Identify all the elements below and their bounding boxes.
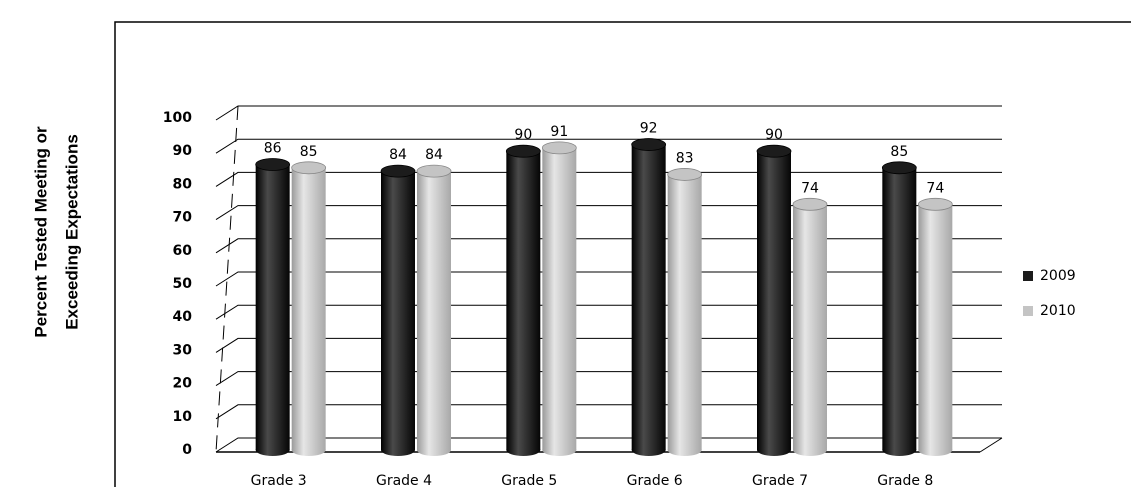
bar-top [881, 161, 917, 175]
value-label: 91 [550, 124, 568, 140]
bar-top [917, 197, 953, 211]
bar-top [756, 144, 792, 158]
bar [757, 151, 791, 450]
bar-base [542, 444, 577, 456]
bar-base [255, 444, 290, 456]
bar-top [667, 168, 703, 181]
grid-line [215, 271, 1002, 287]
bar-top [255, 158, 291, 171]
value-label: 92 [640, 121, 658, 137]
bar [255, 164, 290, 451]
y-axis-label: Percent Tested Meeting or [31, 126, 50, 338]
y-tick-label: 50 [173, 276, 193, 292]
bar-top [416, 164, 452, 178]
bar [918, 204, 953, 450]
grid-line [215, 205, 1002, 221]
bar-base [793, 444, 827, 456]
chart-frame [114, 21, 1131, 487]
x-tick-label: Grade 8 [877, 473, 933, 487]
y-axis-label: Exceeding Expectations [62, 134, 81, 330]
bar-base [417, 444, 451, 456]
bar-top [631, 138, 667, 151]
value-label: 74 [926, 180, 944, 196]
grid-line [215, 105, 1002, 121]
legend-label: 2010 [1040, 303, 1076, 319]
bar-base [506, 444, 541, 456]
bar [882, 167, 917, 451]
grid-line [215, 337, 1002, 353]
bar [667, 174, 702, 450]
legend-swatch [1023, 271, 1033, 281]
bar-top [541, 141, 577, 155]
bar-top [380, 164, 416, 178]
x-tick-label: Grade 4 [376, 473, 432, 487]
bar [542, 147, 577, 450]
grid-line [215, 138, 1002, 154]
grid-line [215, 304, 1002, 320]
bar [381, 171, 415, 450]
value-label: 83 [676, 150, 694, 166]
y-tick-label: 0 [182, 442, 192, 458]
bar-base [667, 444, 702, 456]
bar-top [505, 144, 541, 158]
value-label: 85 [300, 144, 318, 160]
value-label: 84 [389, 147, 407, 163]
y-tick-label: 90 [173, 143, 193, 159]
grid-line [215, 238, 1002, 254]
y-tick-label: 20 [173, 376, 193, 392]
value-label: 86 [264, 140, 282, 156]
grid-line [215, 371, 1002, 387]
x-tick-label: Grade 7 [752, 473, 808, 487]
y-tick-label: 10 [173, 409, 193, 425]
grid-line [215, 171, 1002, 187]
y-tick-label: 70 [173, 210, 193, 226]
legend-label: 2009 [1040, 268, 1076, 284]
bar-base [918, 444, 953, 456]
legend-swatch [1023, 306, 1033, 316]
bar-base [757, 444, 791, 456]
grid-line [215, 437, 1002, 453]
bar [506, 151, 541, 450]
bar-base [882, 444, 917, 456]
value-label: 90 [514, 127, 532, 143]
bar-top [291, 161, 327, 175]
bar-top [792, 197, 828, 211]
grid-line [215, 404, 1002, 420]
x-tick-label: Grade 3 [251, 473, 307, 487]
bar [291, 167, 326, 451]
value-label: 84 [425, 147, 443, 163]
y-tick-label: 40 [173, 309, 193, 325]
x-tick-label: Grade 6 [627, 473, 683, 487]
value-label: 90 [765, 127, 783, 143]
axis-line [215, 105, 239, 453]
bar-base [291, 444, 326, 456]
bar [793, 204, 827, 450]
value-label: 74 [801, 180, 819, 196]
y-tick-label: 100 [163, 110, 192, 126]
bar [417, 171, 451, 450]
y-tick-label: 30 [173, 342, 193, 358]
bar-base [381, 444, 415, 456]
bar-base [631, 444, 666, 456]
bar [631, 144, 666, 450]
axis-line [979, 437, 1003, 453]
value-label: 85 [890, 144, 908, 160]
y-tick-label: 80 [173, 176, 193, 192]
y-tick-label: 60 [173, 243, 193, 259]
x-tick-label: Grade 5 [501, 473, 557, 487]
